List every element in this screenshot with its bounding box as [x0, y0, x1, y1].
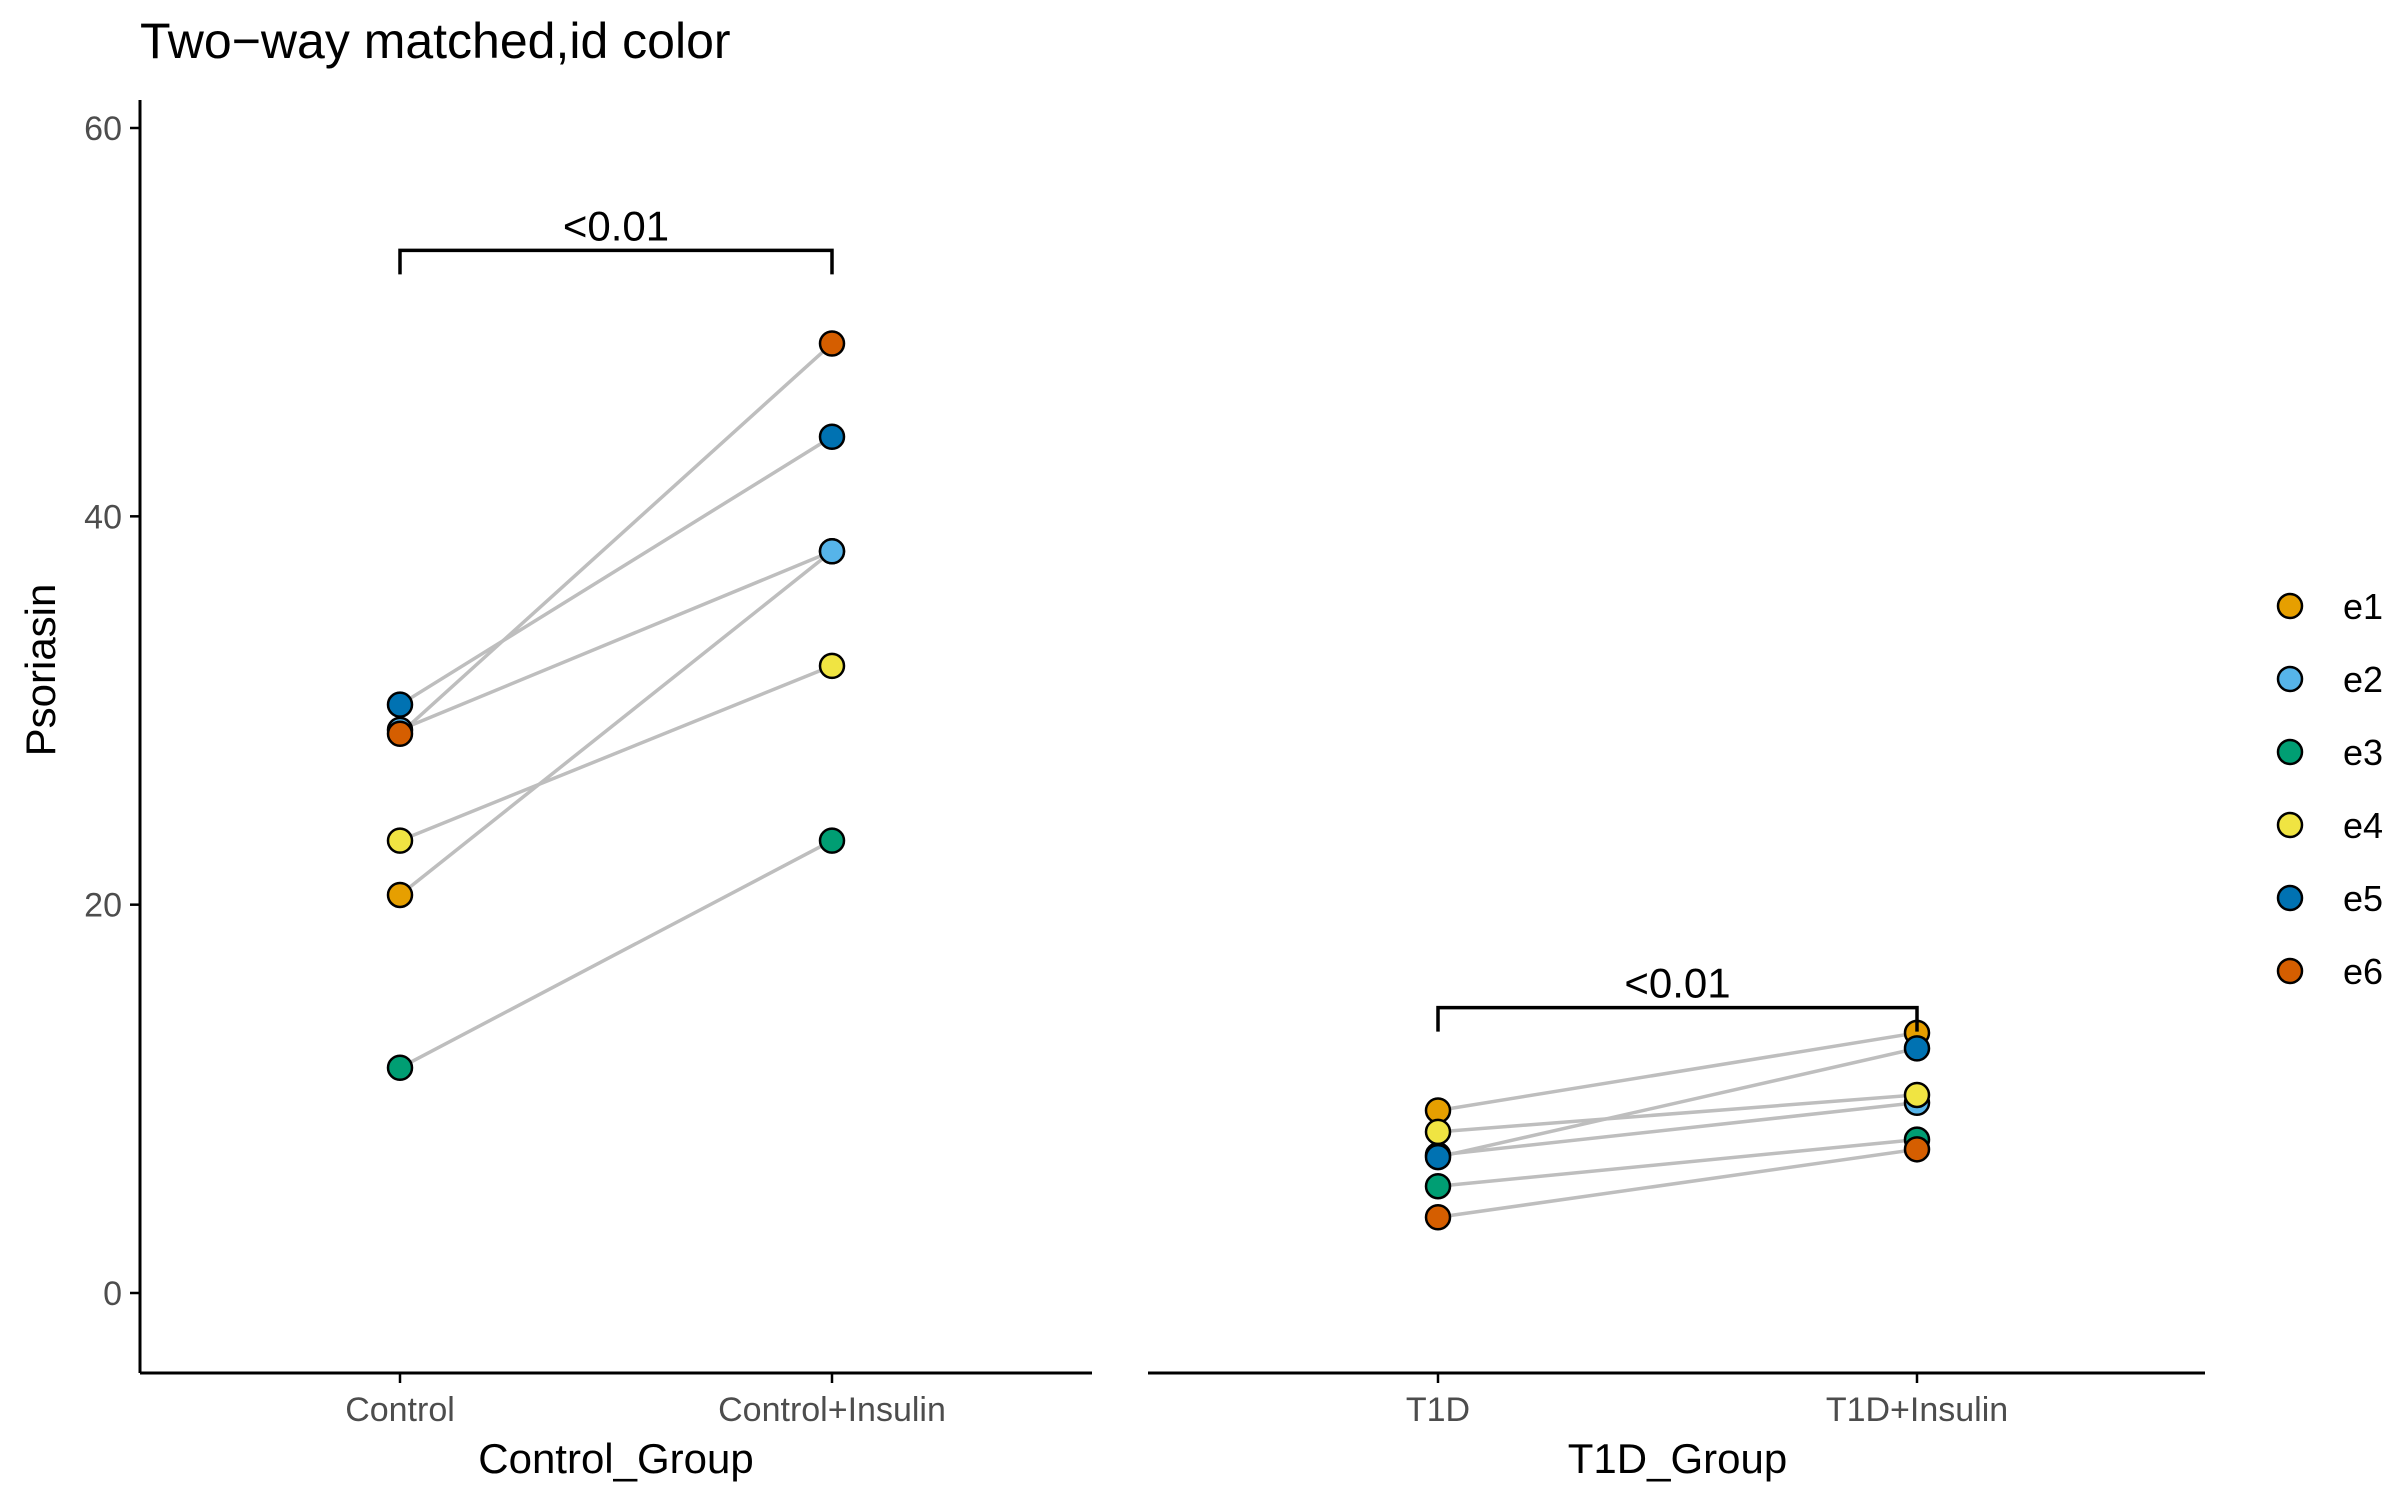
- legend-item-e2: e2: [2276, 659, 2383, 700]
- point-e5: [386, 691, 414, 718]
- panel-2: T1D T1D+Insulin T1D_Group <0.01: [1148, 960, 2205, 1482]
- point-e3: [1424, 1172, 1452, 1200]
- legend-label: e2: [2343, 659, 2383, 700]
- pair-line-e3: [399, 839, 833, 1070]
- point-e5: [1424, 1143, 1452, 1171]
- point-e6: [1903, 1136, 1931, 1163]
- legend-marker: [2276, 884, 2304, 912]
- point-e6: [1424, 1204, 1452, 1231]
- point-e4: [818, 652, 846, 680]
- pair-line-e4: [1437, 1093, 1918, 1134]
- y-tick-label: 20: [84, 887, 122, 925]
- pair-line-e5: [1437, 1046, 1918, 1159]
- point-e3: [818, 827, 846, 854]
- legend-marker: [2276, 665, 2304, 693]
- y-tick-label: 0: [103, 1275, 122, 1313]
- point-e4: [1424, 1118, 1452, 1146]
- legend-marker: [2276, 811, 2304, 839]
- panels-layer: 0 20 40 60 Control Control+Insulin Control_Gro…: [84, 100, 2205, 1482]
- point-e5: [1903, 1035, 1931, 1062]
- x-tick-label: T1D+Insulin: [1826, 1391, 2008, 1429]
- x-axis-label: T1D_Group: [1568, 1435, 1787, 1482]
- y-tick-label: 60: [84, 110, 122, 148]
- legend: e1 e2 e3 e4 e5 e6: [2276, 586, 2383, 992]
- pair-line-e5: [399, 435, 833, 707]
- point-e4: [1903, 1081, 1931, 1109]
- x-tick-label: Control+Insulin: [718, 1391, 946, 1429]
- pair-line-e2: [1437, 1100, 1918, 1157]
- p-value-label: <0.01: [563, 202, 669, 249]
- point-e4: [386, 827, 414, 854]
- x-axis-label: Control_Group: [478, 1435, 753, 1482]
- point-e1: [386, 881, 414, 909]
- legend-marker: [2276, 957, 2304, 985]
- legend-item-e1: e1: [2276, 586, 2383, 627]
- point-e5: [818, 423, 846, 450]
- y-axis-label: Psoriasin: [17, 584, 64, 757]
- panel-1: 0 20 40 60 Control Control+Insulin Control_Gro…: [84, 100, 1092, 1482]
- y-tick-label: 40: [84, 498, 122, 536]
- p-value-label: <0.01: [1624, 960, 1730, 1007]
- legend-item-e4: e4: [2276, 805, 2383, 846]
- significance-bracket: [398, 248, 834, 275]
- legend-label: e4: [2343, 805, 2383, 846]
- legend-marker: [2276, 592, 2304, 620]
- significance-bracket: [1436, 1005, 1919, 1032]
- pair-line-e2: [399, 549, 833, 732]
- pair-line-e6: [1437, 1147, 1918, 1220]
- pair-line-e1: [1437, 1031, 1918, 1113]
- legend-item-e6: e6: [2276, 951, 2383, 992]
- pair-line-e6: [398, 342, 834, 736]
- legend-label: e1: [2343, 586, 2383, 627]
- pair-line-e3: [1437, 1137, 1918, 1188]
- legend-item-e3: e3: [2276, 732, 2383, 773]
- pair-line-e4: [399, 664, 833, 843]
- legend-item-e5: e5: [2276, 878, 2383, 919]
- point-e3: [386, 1054, 414, 1082]
- x-tick-label: T1D: [1406, 1391, 1470, 1429]
- legend-label: e3: [2343, 732, 2383, 773]
- point-e6: [386, 720, 414, 748]
- point-e2: [818, 538, 846, 565]
- x-tick-label: Control: [345, 1391, 455, 1429]
- pair-line-e1: [398, 549, 834, 897]
- legend-label: e6: [2343, 951, 2383, 992]
- point-e6: [818, 330, 846, 357]
- legend-label: e5: [2343, 878, 2383, 919]
- chart-title: Two−way matched,id color: [140, 13, 731, 69]
- legend-marker: [2276, 738, 2304, 766]
